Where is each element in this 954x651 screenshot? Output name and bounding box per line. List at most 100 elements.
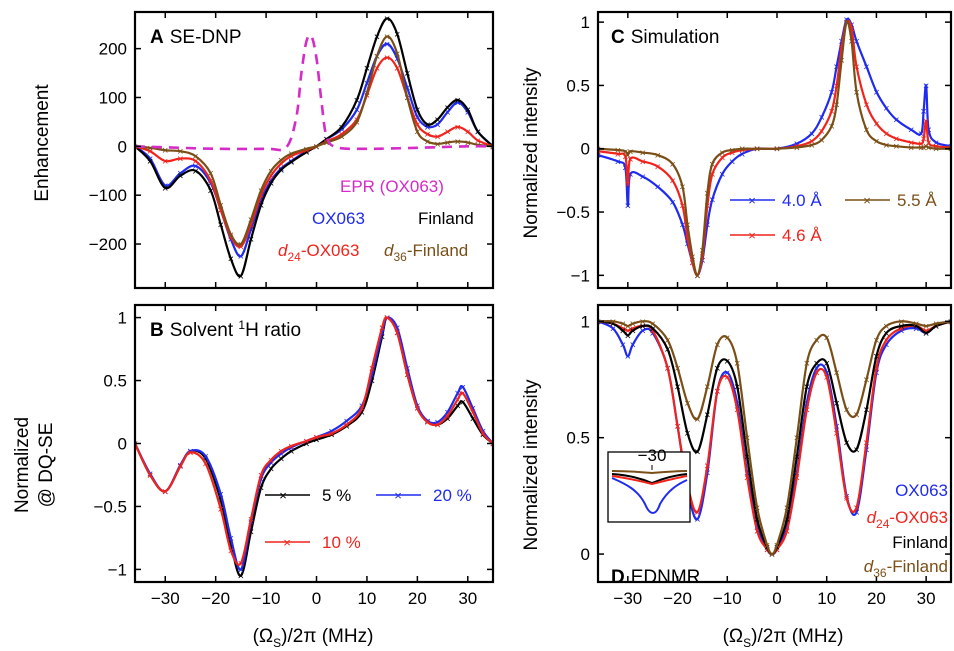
data-point-D-d24-ox063: × bbox=[649, 326, 655, 338]
data-point-D-finland: × bbox=[843, 437, 849, 449]
data-point-D-d24-ox063: × bbox=[674, 421, 680, 433]
data-point-A-d36-finland: × bbox=[278, 155, 284, 167]
data-point-C-4-6-: × bbox=[920, 134, 926, 146]
legend-4-0: 4.0 Å bbox=[782, 191, 822, 210]
data-point-A-finland: × bbox=[192, 166, 198, 178]
data-point-C-5-5-: × bbox=[654, 150, 660, 162]
data-point-A-d36-finland: × bbox=[258, 185, 264, 197]
data-point-B-10-: × bbox=[248, 514, 254, 526]
series-line-B-10- bbox=[135, 316, 493, 566]
data-point-C-4-0-: × bbox=[828, 87, 834, 99]
data-point-D-ox063: × bbox=[898, 326, 904, 338]
y-tick-label-D: 0.5 bbox=[566, 429, 590, 448]
data-point-C-4-6-: × bbox=[615, 149, 621, 161]
data-point-A-ox063: × bbox=[364, 78, 370, 90]
data-point-C-4-0-: × bbox=[684, 239, 690, 251]
data-point-D-finland: × bbox=[754, 514, 760, 526]
data-point-D-d36-finland: × bbox=[734, 358, 740, 370]
data-point-A-d24-ox063: × bbox=[238, 241, 244, 253]
x-tick-label-B: 20 bbox=[408, 589, 427, 608]
data-point-A-finland: × bbox=[238, 271, 244, 283]
data-point-D-finland: × bbox=[649, 323, 655, 335]
data-point-D-finland: × bbox=[704, 409, 710, 421]
data-point-B-10-: × bbox=[162, 486, 168, 498]
data-point-C-4-6-: × bbox=[669, 175, 675, 187]
data-point-A-d36-finland: × bbox=[404, 92, 410, 104]
data-point-C-4-0-: × bbox=[925, 125, 931, 137]
y-tick-label-A: −200 bbox=[89, 235, 127, 254]
data-point-A-finland: × bbox=[354, 95, 360, 107]
data-point-D-finland: × bbox=[664, 344, 670, 356]
data-point-A-finland: × bbox=[339, 122, 345, 134]
data-point-A-d36-finland: × bbox=[434, 139, 440, 151]
data-point-D-d36-finland: × bbox=[620, 319, 626, 331]
data-point-A-d24-ox063: × bbox=[228, 232, 234, 244]
data-point-C-5-5-: × bbox=[948, 144, 954, 156]
data-point-B-10-: × bbox=[217, 504, 223, 516]
data-point-D-finland: × bbox=[863, 405, 869, 417]
data-point-B-5-: × bbox=[359, 407, 365, 419]
data-point-C-5-5-: × bbox=[704, 188, 710, 200]
data-point-B-20-: × bbox=[202, 451, 208, 463]
data-point-C-5-5-: × bbox=[709, 159, 715, 171]
legend-marker-4-0: × bbox=[748, 193, 756, 208]
data-point-D-d36-finland: × bbox=[823, 333, 829, 345]
data-point-B-5-: × bbox=[238, 571, 244, 583]
panel-C-title: C Simulation bbox=[611, 27, 719, 48]
data-point-A-ox063: × bbox=[248, 224, 254, 236]
data-point-C-5-5-: × bbox=[684, 220, 690, 232]
data-point-C-4-6-: × bbox=[622, 151, 628, 163]
data-point-D-finland: × bbox=[734, 381, 740, 393]
annotation-finland-D: Finland bbox=[892, 533, 948, 552]
data-point-D-d36-finland: × bbox=[843, 405, 849, 417]
x-tick-label-B: −20 bbox=[201, 589, 230, 608]
data-point-D-ox063: × bbox=[630, 340, 636, 352]
data-point-C-4-0-: × bbox=[679, 220, 685, 232]
data-point-A-d36-finland: × bbox=[339, 132, 345, 144]
data-point-D-d24-ox063: × bbox=[754, 526, 760, 538]
data-point-D-ox063: × bbox=[883, 340, 889, 352]
data-point-C-4-6-: × bbox=[654, 161, 660, 173]
data-point-D-d36-finland: × bbox=[694, 414, 700, 426]
panel-B: ××××××××××××××× × ×××××××××× ×××××××××××× ××… bbox=[93, 303, 496, 608]
data-point-B-5-: × bbox=[303, 439, 309, 451]
data-point-D-finland: × bbox=[923, 328, 929, 340]
data-point-A-finland: × bbox=[268, 178, 274, 190]
data-point-C-5-5-: × bbox=[828, 121, 834, 133]
data-point-D-d36-finland: × bbox=[630, 319, 636, 331]
annotation-d36-finland-D: d36-Finland bbox=[864, 557, 948, 580]
x-tick-label-D: 0 bbox=[772, 589, 781, 608]
plot-area-B: ××××××××××××××× × ×××××××××× ×××××××××××× ××… bbox=[132, 313, 496, 583]
data-point-A-d36-finland: × bbox=[384, 31, 390, 43]
data-point-D-d24-ox063: × bbox=[898, 323, 904, 335]
data-point-A-ox063: × bbox=[424, 122, 430, 134]
data-point-D-d24-ox063: × bbox=[625, 326, 631, 338]
data-point-D-finland: × bbox=[898, 321, 904, 333]
data-point-D-finland: × bbox=[913, 321, 919, 333]
data-point-C-5-5-: × bbox=[729, 145, 735, 157]
data-point-A-d36-finland: × bbox=[444, 137, 450, 149]
data-point-B-10-: × bbox=[132, 439, 138, 451]
data-point-D-d24-ox063: × bbox=[863, 437, 869, 449]
data-point-D-d24-ox063: × bbox=[784, 526, 790, 538]
series-line-B-20- bbox=[135, 316, 493, 571]
plot-area-C: ××××× ××××××××××××× × × ×××××××××××××× ××××× ×… bbox=[598, 15, 954, 282]
y-tick-label-B: 0 bbox=[118, 435, 127, 454]
legend-marker-10pct: × bbox=[283, 535, 291, 550]
panel-B-title: B Solvent 1H ratio bbox=[150, 318, 301, 341]
data-point-B-20-: × bbox=[394, 323, 400, 335]
data-point-A-d24-ox063: × bbox=[303, 145, 309, 157]
series-line-B-5- bbox=[135, 316, 493, 577]
data-point-B-5-: × bbox=[344, 421, 350, 433]
data-point-B-20-: × bbox=[490, 439, 496, 451]
data-point-C-4-6-: × bbox=[739, 145, 745, 157]
data-point-D-d36-finland: × bbox=[784, 503, 790, 515]
data-point-B-10-: × bbox=[394, 328, 400, 340]
data-point-D-d24-ox063: × bbox=[664, 363, 670, 375]
data-point-D-ox063: × bbox=[640, 326, 646, 338]
data-point-C-4-0-: × bbox=[640, 172, 646, 184]
data-point-A-ox063: × bbox=[228, 234, 234, 246]
data-point-D-d36-finland: × bbox=[625, 321, 631, 333]
data-point-A-d36-finland: × bbox=[288, 149, 294, 161]
